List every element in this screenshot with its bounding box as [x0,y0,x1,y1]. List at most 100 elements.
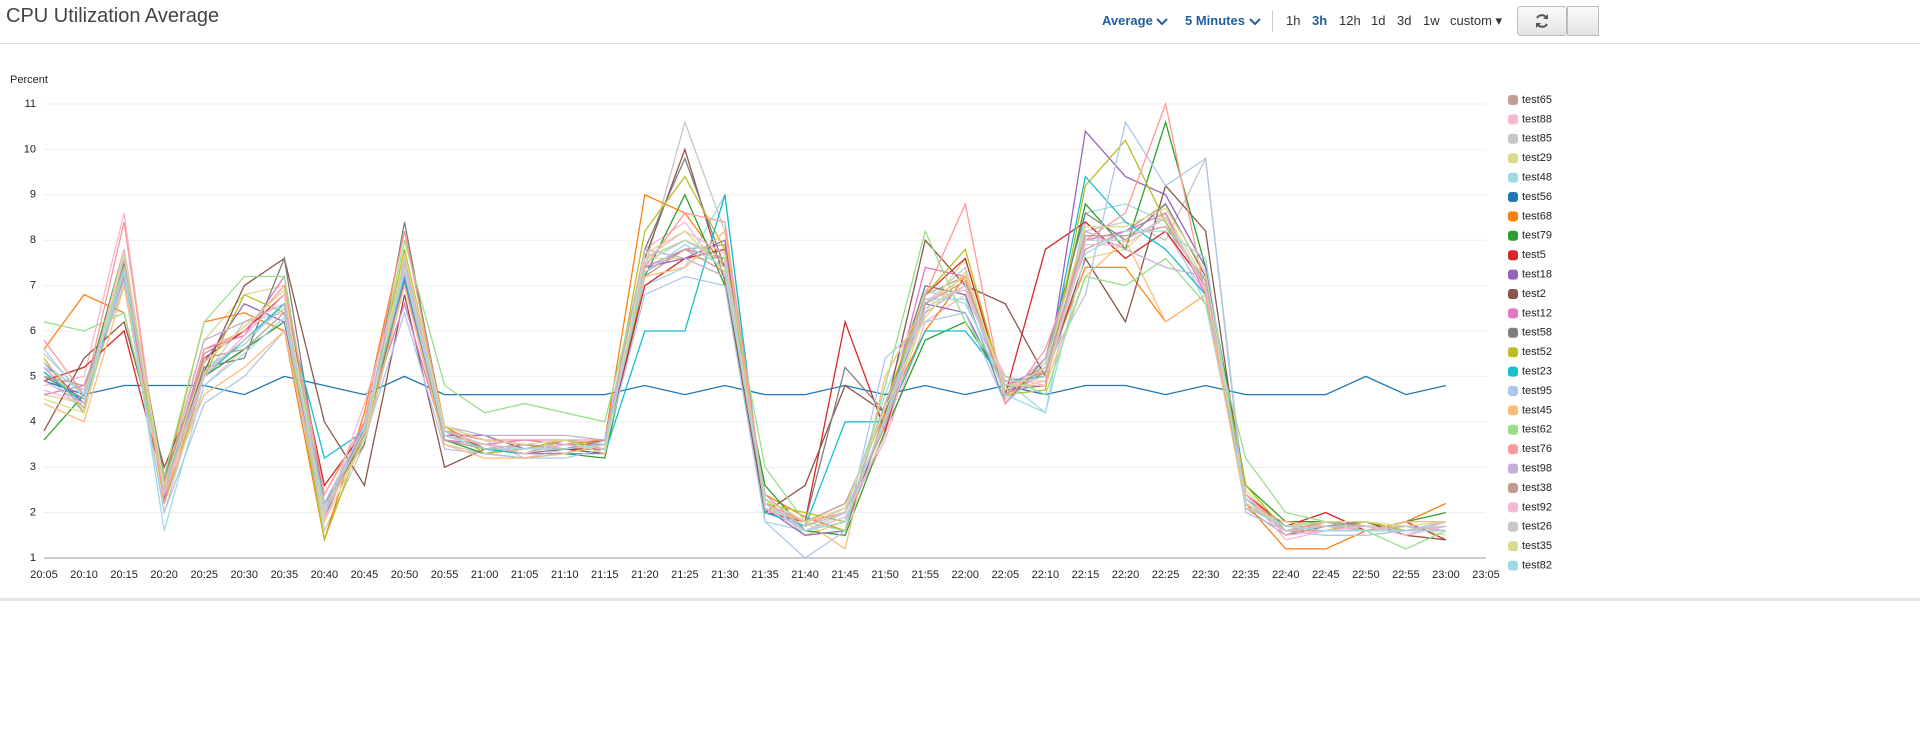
x-tick-label: 20:30 [231,569,259,581]
legend-label: test38 [1522,482,1552,494]
legend-label: test95 [1522,385,1552,397]
legend-swatch [1508,327,1518,338]
x-tick-label: 20:55 [431,569,459,581]
legend-swatch [1508,386,1518,396]
x-tick-label: 21:35 [751,569,779,581]
y-tick-label: 1 [30,552,36,564]
y-tick-label: 9 [30,189,36,201]
legend-label: test85 [1522,133,1552,145]
legend-label: test98 [1522,463,1552,475]
legend-label: test68 [1522,210,1552,222]
separator [1272,10,1273,32]
header: CPU Utilization Average Average 5 Minute… [0,0,1920,44]
x-tick-label: 20:05 [30,569,58,581]
y-tick-label: 11 [25,98,36,110]
legend-swatch [1508,133,1518,144]
period: 5 Minutes [1185,13,1245,28]
x-tick-label: 21:00 [471,569,499,581]
range-button[interactable]: 1h [1286,13,1301,28]
legend-swatch [1508,250,1518,261]
x-tick-label: 21:50 [871,569,899,581]
chart: Percent 1 2 3 4 5 6 7 8 9 10 11 20:05 20:10 20:15 20:20… [10,74,1552,581]
y-tick-label: 8 [30,234,36,246]
range-button[interactable]: 1w [1423,13,1440,28]
x-tick-label: 21:20 [631,569,659,581]
legend-label: test76 [1522,443,1552,455]
legend-swatch [1508,114,1518,125]
statistic-dropdown[interactable]: Average [1102,13,1169,28]
refresh-icon [1536,14,1548,28]
more-dropdown[interactable] [1567,6,1599,36]
legend-label: test92 [1522,501,1552,513]
legend-label: test23 [1522,366,1552,378]
x-tick-label: 20:35 [271,569,299,581]
legend-swatch [1508,347,1518,358]
legend-label: test45 [1522,404,1552,416]
x-tick-label: 22:35 [1232,569,1260,581]
legend-label: test79 [1522,230,1552,242]
legend-label: test56 [1522,191,1552,203]
x-tick-label: 20:25 [190,569,218,581]
legend-label: test48 [1522,172,1552,184]
x-tick-label: 22:50 [1352,569,1380,581]
legend-swatch [1508,289,1518,299]
x-tick-label: 20:50 [391,569,419,581]
legend-swatch [1508,95,1518,105]
series-line [43,120,1446,533]
x-tick-label: 22:25 [1152,569,1180,581]
legend-swatch [1508,308,1518,319]
custom-range[interactable]: custom ▾ [1450,13,1503,28]
legend-swatch [1508,444,1518,455]
y-tick-label: 2 [30,507,36,519]
x-tick-label: 22:20 [1112,569,1140,581]
legend-label: test82 [1522,560,1552,572]
legend-swatch [1508,521,1518,532]
x-tick-label: 22:30 [1192,569,1220,581]
x-tick-label: 22:10 [1032,569,1060,581]
legend-label: test18 [1522,269,1552,281]
x-tick-label: 21:05 [511,569,539,581]
y-tick-label: 10 [24,143,36,155]
legend-swatch [1508,153,1518,164]
legend-label: test2 [1522,288,1546,300]
range-button[interactable]: 1d [1371,13,1386,28]
legend-label: test35 [1522,540,1552,552]
range-button[interactable]: 12h [1339,13,1361,28]
legend-swatch [1508,269,1518,280]
custom: custom [1450,13,1492,28]
legend-swatch [1508,424,1518,435]
legend-swatch [1508,192,1518,202]
legend-swatch [1508,560,1518,571]
x-tick-label: 21:30 [711,569,739,581]
x-tick-label: 21:10 [551,569,579,581]
refresh-button[interactable] [1517,6,1567,36]
chevron [1248,17,1261,25]
x-tick-label: 23:00 [1432,569,1460,581]
x-tick-label: 21:15 [591,569,619,581]
x-tick-label: 22:15 [1072,569,1100,581]
series-line [43,230,1446,532]
y-tick-label: 4 [30,416,36,428]
x-tick-label: 20:45 [351,569,379,581]
legend-swatch [1508,541,1518,552]
range-button[interactable]: 3h [1312,13,1328,28]
x-tick-label: 20:20 [150,569,178,581]
legend-label: test5 [1522,249,1546,261]
legend-swatch [1508,211,1518,222]
range-button[interactable]: 3d [1397,13,1412,28]
series-line [43,120,1447,559]
legend-label: test62 [1522,424,1552,436]
x-tick-label: 21:25 [671,569,699,581]
x-tick-label: 22:40 [1272,569,1300,581]
legend-swatch [1508,502,1518,513]
legend-label: test12 [1522,307,1552,319]
legend-swatch [1508,230,1518,241]
legend-swatch [1508,366,1518,377]
x-tick-label: 21:55 [911,569,939,581]
period-dropdown[interactable]: 5 Minutes [1185,13,1261,28]
page-title: CPU Utilization Average [6,5,220,27]
y-tick-label: 5 [30,370,36,382]
legend-label: test65 [1522,94,1552,106]
x-tick-label: 21:40 [791,569,819,581]
